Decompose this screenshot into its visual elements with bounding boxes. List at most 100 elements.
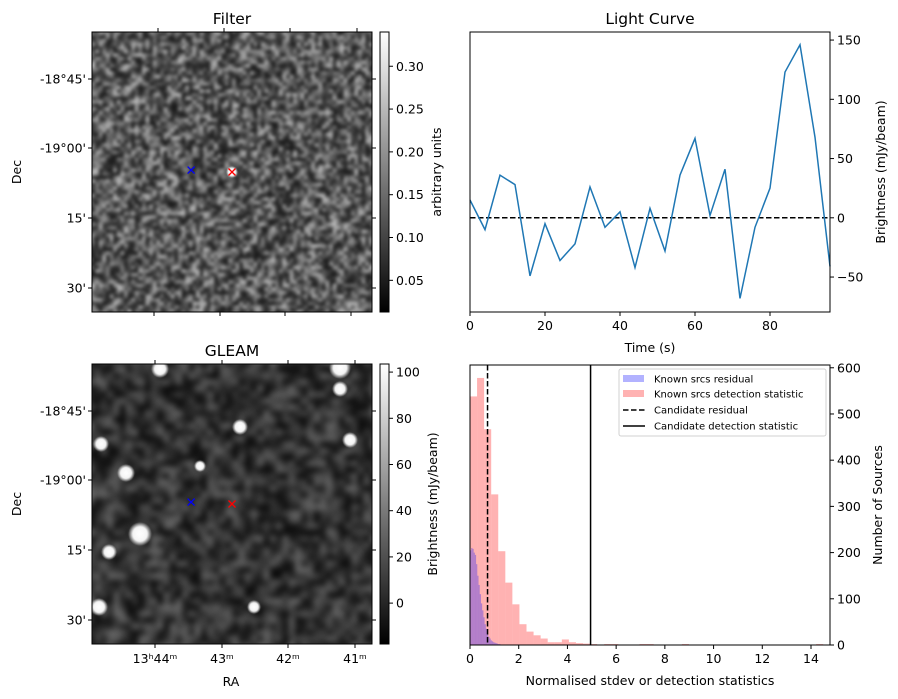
x-tick-label: 14 — [803, 651, 819, 666]
residual-hist-bar — [476, 564, 478, 645]
dec-axis-label: Dec — [9, 492, 24, 516]
residual-hist-bar — [480, 603, 483, 645]
residual-hist-bar — [488, 636, 490, 645]
colorbar-tick-label: 20 — [396, 549, 412, 564]
colorbar-tick-label: 0.20 — [396, 144, 424, 159]
colorbar — [379, 31, 390, 313]
dec-tick-label: -18°45' — [40, 72, 86, 87]
x-tick-label: 40 — [612, 318, 628, 333]
colorbar-label: Brightness (mJy/beam) — [425, 432, 440, 575]
dec-tick-label: 15' — [67, 543, 86, 558]
residual-hist-bar — [473, 552, 475, 645]
x-tick-label: 8 — [661, 651, 669, 666]
colorbar-tick-label: 100 — [396, 365, 420, 380]
residual-hist-bar — [479, 594, 481, 645]
detection-hist-bar — [533, 635, 541, 645]
x-tick-label: 10 — [706, 651, 722, 666]
y-tick-label: −50 — [837, 270, 863, 285]
blue-x-marker — [187, 498, 196, 506]
colorbar-tick-label: 0 — [396, 596, 404, 611]
detection-hist-bar — [568, 642, 576, 645]
ra-tick-label: 43ᵐ — [210, 651, 234, 666]
detection-hist-bar — [554, 642, 562, 645]
y-tick-label: 100 — [837, 591, 861, 606]
detection-hist-bar — [491, 494, 499, 645]
panel-title: GLEAM — [205, 342, 259, 360]
x-axis-label: Normalised stdev or detection statistics — [526, 673, 775, 688]
dec-tick-label: -18°45' — [40, 404, 86, 419]
ra-axis-label: RA — [223, 674, 240, 689]
detection-hist-bar — [505, 582, 513, 645]
y-tick-label: 0 — [837, 210, 845, 225]
residual-hist-bar — [474, 554, 477, 645]
dec-tick-label: 30' — [67, 613, 86, 628]
x-tick-label: 0 — [466, 651, 474, 666]
detection-hist-bar — [519, 624, 527, 645]
colorbar-tick-label: 60 — [396, 457, 412, 472]
dec-axis-label: Dec — [9, 160, 24, 184]
red-x-marker — [228, 500, 236, 508]
y-tick-label: 400 — [837, 453, 861, 468]
residual-hist-bar — [490, 640, 492, 645]
detection-hist-bar — [512, 604, 520, 645]
x-tick-label: 60 — [687, 318, 703, 333]
colorbar-tick-label: 0.05 — [396, 273, 424, 288]
y-tick-label: 100 — [837, 92, 861, 107]
x-tick-label: 12 — [754, 651, 770, 666]
x-tick-label: 20 — [537, 318, 553, 333]
y-tick-label: 150 — [837, 33, 861, 48]
legend-patch-detection — [623, 390, 644, 397]
y-axis-label: Brightness (mJy/beam) — [873, 100, 888, 243]
ra-tick-label: 42ᵐ — [276, 651, 300, 666]
x-tick-label: 4 — [563, 651, 571, 666]
residual-hist-bar — [472, 548, 474, 645]
colorbar-tick-label: 0.30 — [396, 59, 424, 74]
residual-hist-bar — [485, 628, 488, 645]
residual-hist-bar — [484, 624, 486, 645]
detection-hist-bar — [540, 638, 548, 645]
legend-label: Known srcs detection statistic — [654, 390, 803, 401]
panel-title: Light Curve — [605, 10, 694, 28]
x-tick-label: 6 — [612, 651, 620, 666]
colorbar-tick-label: 0.15 — [396, 187, 424, 202]
legend-label: Known srcs residual — [654, 375, 753, 386]
y-tick-label: 0 — [837, 638, 845, 653]
red-x-marker — [228, 168, 236, 176]
detection-hist-bar — [470, 396, 478, 645]
residual-hist-bar — [477, 575, 479, 645]
detection-hist-bar — [498, 551, 506, 645]
y-tick-label: 600 — [837, 360, 861, 375]
axes-frame — [469, 31, 831, 313]
legend-label: Candidate residual — [654, 406, 748, 417]
residual-hist-bar — [471, 547, 473, 645]
residual-hist-bar — [493, 642, 495, 645]
blue-x-marker — [187, 166, 196, 174]
x-tick-label: 80 — [762, 318, 778, 333]
detection-hist-bar — [583, 643, 591, 645]
detection-hist-bar — [547, 642, 555, 645]
residual-hist-bar — [491, 641, 494, 645]
image-frame — [91, 363, 373, 645]
residual-hist-bar — [495, 643, 497, 645]
legend-patch-residual — [623, 375, 644, 382]
dec-tick-label: -19°00' — [40, 141, 86, 156]
detection-hist-bar — [477, 377, 485, 645]
residual-hist-bar — [483, 617, 485, 645]
residual-hist-bar — [489, 638, 491, 645]
legend: Known srcs residual Known srcs detection … — [618, 368, 827, 437]
y-tick-label: 200 — [837, 545, 861, 560]
detection-hist-bar — [526, 631, 534, 645]
colorbar-label: arbitrary units — [429, 127, 444, 216]
x-tick-label: 2 — [515, 651, 523, 666]
detection-hist-bar — [575, 643, 584, 645]
dec-tick-label: 15' — [67, 211, 86, 226]
x-axis-label: Time (s) — [624, 340, 676, 355]
image-frame — [91, 31, 373, 313]
panel-title: Filter — [213, 10, 252, 28]
colorbar — [379, 363, 390, 645]
residual-hist-bar — [494, 642, 496, 645]
y-tick-label: 50 — [837, 151, 853, 166]
x-tick-label: 0 — [466, 318, 474, 333]
